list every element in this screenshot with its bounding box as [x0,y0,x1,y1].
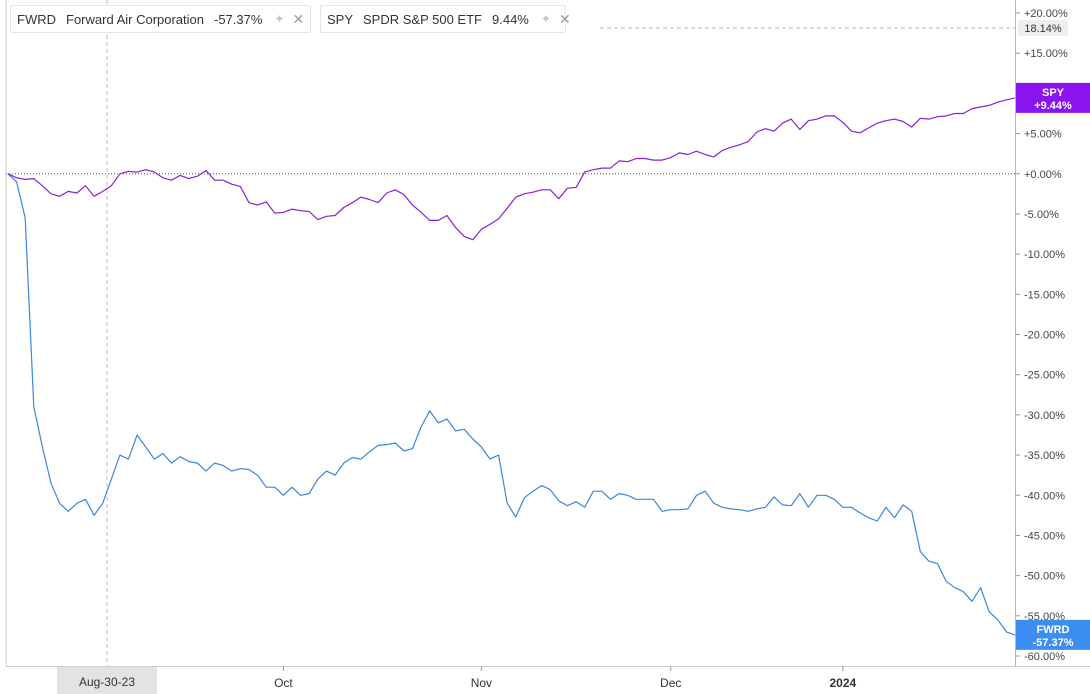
legend-spy[interactable]: SPY SPDR S&P 500 ETF 9.44% ✦ ✕ [320,5,571,33]
y-tick-label: -60.00% [1024,651,1065,663]
y-tick-label: -25.00% [1024,370,1065,382]
wand-icon[interactable]: ✦ [540,12,551,26]
x-tick-label: 2024 [830,676,857,690]
crosshair-y-label: 18.14% [1018,19,1068,36]
crosshair-value: 18.14% [1024,23,1062,35]
y-tick-label: +0.00% [1024,169,1062,181]
series-line-fwrd [7,173,1016,636]
x-tick-label: Dec [660,676,681,690]
x-axis-ticks: Oct Nov Dec 2024 [274,666,857,690]
y-tick-label: -35.00% [1024,450,1065,462]
legend-fwrd-name: Forward Air Corporation [66,11,204,27]
y-tick-label: -40.00% [1024,490,1065,502]
crosshair-date: Aug-30-23 [79,675,135,689]
series-layer [7,97,1016,636]
price-tag-value: +9.44% [1034,100,1072,112]
price-tag-fwrd [1016,619,1090,650]
y-axis-ticks: +20.00%+15.00%+10.00%+5.00%+0.00%-5.00%-… [1015,8,1068,663]
y-tick-label: +5.00% [1024,129,1062,141]
y-tick-label: +15.00% [1024,48,1068,60]
y-tick-label: -15.00% [1024,289,1065,301]
legend-spy-change: 9.44% [492,11,529,27]
y-tick-label: -5.00% [1024,209,1059,221]
legend-fwrd[interactable]: FWRD Forward Air Corporation -57.37% ✦ ✕ [10,5,311,33]
y-tick-label: -55.00% [1024,611,1065,623]
legend-spy-name: SPDR S&P 500 ETF [363,11,482,27]
price-tag-symbol: FWRD [1037,624,1070,636]
price-tag-value: -57.37% [1033,637,1074,649]
x-tick-label: Nov [471,676,492,690]
legend-spy-symbol: SPY [327,11,354,27]
price-tags: SPY+9.44% FWRD-57.37% [1016,82,1090,650]
y-tick-label: -45.00% [1024,530,1065,542]
y-tick-label: -50.00% [1024,571,1065,583]
x-tick-label: Oct [274,676,293,690]
series-line-spy [7,97,1016,241]
y-tick-label: -30.00% [1024,410,1065,422]
price-tag-spy [1016,82,1090,113]
legend-fwrd-change: -57.37% [214,11,263,27]
y-tick-label: +20.00% [1024,8,1068,20]
crosshair-x-label: Aug-30-23 [56,667,157,694]
y-tick-label: -10.00% [1024,249,1065,261]
close-icon[interactable]: ✕ [558,10,571,27]
price-tag-symbol: SPY [1042,87,1065,99]
close-icon[interactable]: ✕ [292,10,305,27]
y-tick-label: -20.00% [1024,330,1065,342]
wand-icon[interactable]: ✦ [274,12,285,26]
legend-fwrd-symbol: FWRD [17,11,56,27]
